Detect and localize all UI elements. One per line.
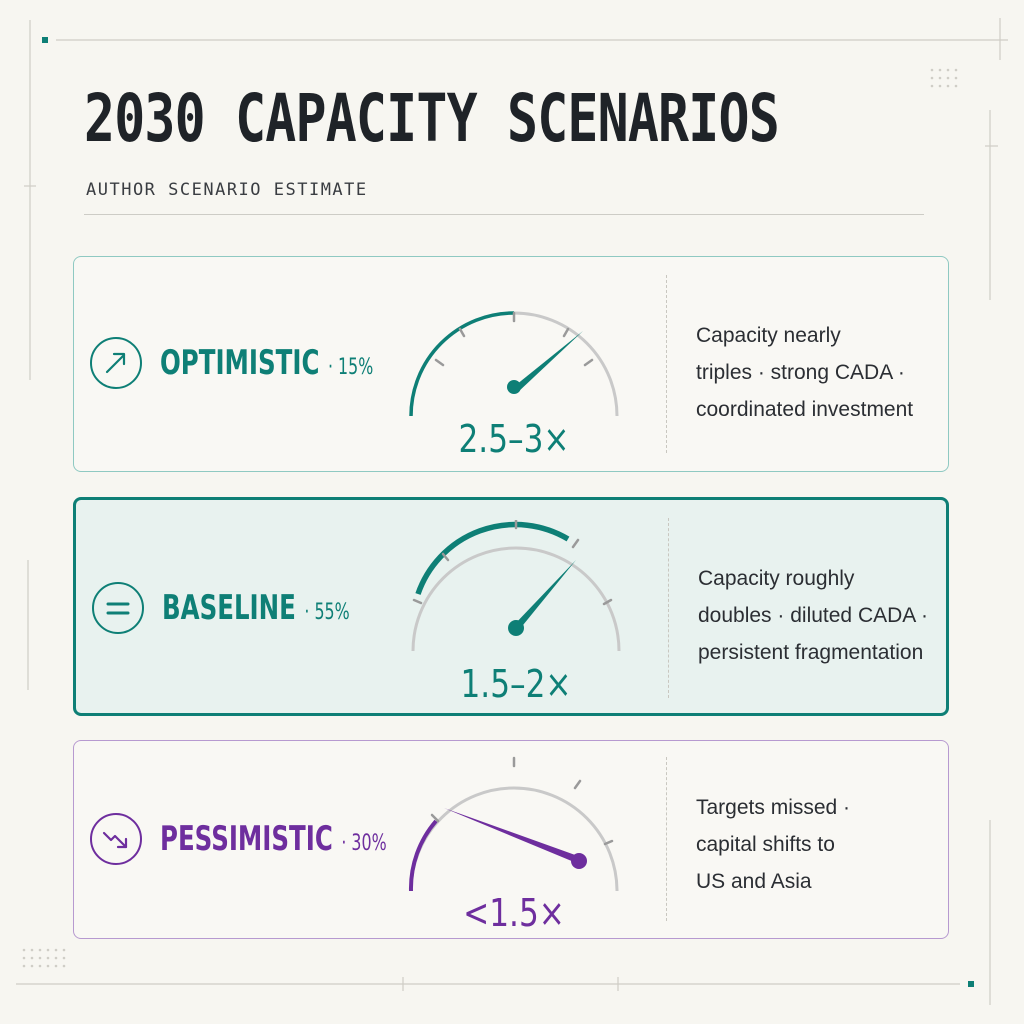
scenario-value: 1.5–2×: [460, 662, 572, 706]
scenario-description: Capacity roughly doubles · diluted CADA …: [698, 560, 938, 671]
scenario-value: 2.5–3×: [458, 417, 570, 461]
description-line: US and Asia: [696, 870, 812, 893]
description-line: Capacity roughly: [698, 567, 855, 590]
description-line: persistent fragmentation: [698, 641, 924, 664]
card-divider: [668, 518, 669, 698]
scenario-value: <1.5×: [463, 891, 565, 935]
scenario-name: BASELINE: [162, 588, 296, 628]
scenario-probability: · 30%: [341, 831, 387, 856]
description-line: triples · strong CADA ·: [696, 361, 905, 384]
gauge-pessimistic: [404, 753, 624, 903]
scenario-name: OPTIMISTIC: [160, 343, 320, 383]
card-divider: [666, 275, 667, 453]
equals-icon: [92, 582, 144, 634]
scenario-probability: · 55%: [304, 600, 350, 625]
page-subtitle: AUTHOR SCENARIO ESTIMATE: [86, 180, 368, 200]
scenario-card-pessimistic: PESSIMISTIC · 30% <1.5× Targets missed ·…: [73, 740, 949, 939]
scenario-name: PESSIMISTIC: [160, 819, 333, 859]
description-line: Capacity nearly: [696, 324, 841, 347]
page-title: 2030 CAPACITY SCENARIOS: [84, 80, 780, 157]
scenario-probability: · 15%: [327, 355, 374, 380]
scenario-label: PESSIMISTIC · 30%: [160, 819, 387, 864]
scenario-label: BASELINE · 55%: [162, 588, 350, 633]
scenario-label: OPTIMISTIC · 15%: [160, 343, 373, 388]
scenario-card-optimistic: OPTIMISTIC · 15% 2.5–3× Capacity nearly …: [73, 256, 949, 472]
description-line: coordinated investment: [696, 398, 914, 421]
header-divider: [84, 214, 924, 215]
trend-down-arrow-icon: [90, 813, 142, 865]
trend-up-arrow-icon: [90, 337, 142, 389]
description-line: doubles · diluted CADA ·: [698, 604, 928, 627]
scenario-card-baseline: BASELINE · 55% 1.5–2× Capacity roughly d…: [73, 497, 949, 716]
scenario-description: Capacity nearly triples · strong CADA · …: [696, 317, 936, 428]
gauge-optimistic: [404, 277, 624, 427]
scenario-description: Targets missed · capital shifts to US an…: [696, 789, 936, 900]
description-line: Targets missed ·: [696, 796, 851, 819]
description-line: capital shifts to: [696, 833, 835, 856]
gauge-baseline: [406, 520, 626, 670]
card-divider: [666, 757, 667, 921]
